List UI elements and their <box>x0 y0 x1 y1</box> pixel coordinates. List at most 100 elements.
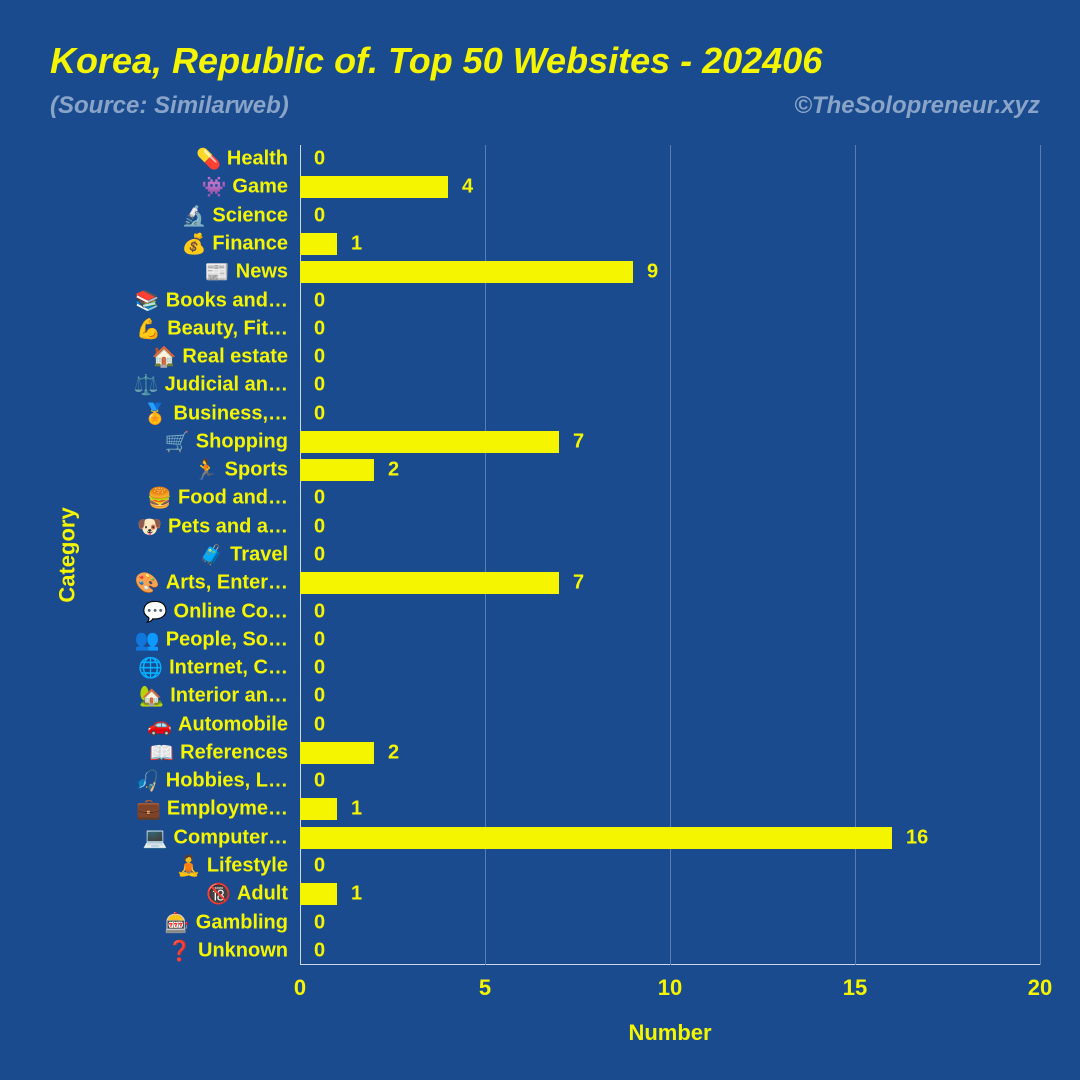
category-text: Sports <box>225 459 288 482</box>
category-row: 🌐Internet, C…0 <box>300 654 1040 682</box>
category-label: 🌐Internet, C… <box>138 656 288 681</box>
value-label: 0 <box>314 600 325 623</box>
category-label: 🔬Science <box>181 203 288 228</box>
subtitle-row: (Source: Similarweb) ©TheSolopreneur.xyz <box>50 92 1040 120</box>
bar <box>300 883 337 905</box>
category-label: 🏃 Sports <box>194 458 288 483</box>
category-icon: 💬 <box>143 599 168 624</box>
y-axis-title: Category <box>55 507 81 602</box>
value-label: 0 <box>314 855 325 878</box>
category-row: 💪Beauty, Fit…0 <box>300 315 1040 343</box>
category-row: 🧘Lifestyle0 <box>300 852 1040 880</box>
value-label: 0 <box>314 628 325 651</box>
category-label: 👥People, So… <box>135 627 288 652</box>
category-icon: 🍔 <box>147 486 172 511</box>
category-icon: 🎰 <box>165 910 190 935</box>
category-label: 🍔Food and… <box>147 486 288 511</box>
category-text: Computer… <box>174 826 288 849</box>
category-icon: 🚗 <box>147 712 172 737</box>
category-row: 📰News9 <box>300 258 1040 286</box>
category-text: Automobile <box>178 713 288 736</box>
value-label: 9 <box>647 261 658 284</box>
category-text: Travel <box>230 543 288 566</box>
category-text: Internet, C… <box>169 657 288 680</box>
category-label: 🏡 Interior an… <box>139 684 288 709</box>
category-row: 🚗Automobile0 <box>300 711 1040 739</box>
value-label: 1 <box>351 798 362 821</box>
category-icon: 🎨 <box>135 571 160 596</box>
category-text: Health <box>227 148 288 171</box>
category-label: 💻Computer… <box>143 825 288 850</box>
bar <box>300 431 559 453</box>
value-label: 0 <box>314 402 325 425</box>
value-label: 0 <box>314 657 325 680</box>
category-label: 🚗 Automobile <box>147 712 288 737</box>
category-icon: 💪 <box>136 316 161 341</box>
category-icon: 🏡 <box>139 684 164 709</box>
category-row: 🏡Interior an…0 <box>300 682 1040 710</box>
category-icon: 💊 <box>196 147 221 172</box>
category-icon: 🧳 <box>199 542 224 567</box>
category-text: Real estate <box>182 346 288 369</box>
category-icon: ⚖️ <box>134 373 159 398</box>
category-text: Pets and a… <box>168 515 288 538</box>
value-label: 1 <box>351 232 362 255</box>
category-icon: 📰 <box>205 260 230 285</box>
category-text: Interior an… <box>170 685 288 708</box>
category-text: Judicial an… <box>165 374 288 397</box>
value-label: 0 <box>314 374 325 397</box>
category-label: 👾Game <box>202 175 289 200</box>
category-icon: 👾 <box>202 175 227 200</box>
value-label: 0 <box>314 685 325 708</box>
category-label: 💰Finance <box>182 231 288 256</box>
x-tick-label: 20 <box>1028 975 1052 1001</box>
category-label: 🎰Gambling <box>165 910 288 935</box>
category-row: 🏠Real estate0 <box>300 343 1040 371</box>
value-label: 0 <box>314 770 325 793</box>
category-label: 💪 Beauty, Fit… <box>136 316 288 341</box>
category-row: ❓Unknown0 <box>300 937 1040 965</box>
category-row: 🏃Sports2 <box>300 456 1040 484</box>
category-row: 🛒Shopping7 <box>300 428 1040 456</box>
category-text: Lifestyle <box>207 855 288 878</box>
category-icon: 🏠 <box>151 345 176 370</box>
source-label: (Source: Similarweb) <box>50 92 289 120</box>
bar <box>300 742 374 764</box>
category-icon: 🏃 <box>194 458 219 483</box>
category-row: 🍔Food and…0 <box>300 484 1040 512</box>
category-text: Adult <box>237 883 288 906</box>
value-label: 16 <box>906 826 928 849</box>
category-label: 💊 Health <box>196 147 288 172</box>
bar <box>300 572 559 594</box>
category-label: 📖References <box>149 740 288 765</box>
chart-container: Korea, Republic of. Top 50 Websites - 20… <box>0 0 1080 1080</box>
category-label: 🏠 Real estate <box>151 345 288 370</box>
value-label: 0 <box>314 911 325 934</box>
value-label: 0 <box>314 289 325 312</box>
category-icon: 🔞 <box>206 882 231 907</box>
category-row: 🔞Adult1 <box>300 880 1040 908</box>
category-label: ❓ Unknown <box>167 938 288 963</box>
x-axis-title: Number <box>628 1020 711 1046</box>
category-text: Beauty, Fit… <box>167 317 288 340</box>
value-label: 4 <box>462 176 473 199</box>
category-label: 📰 News <box>205 260 288 285</box>
category-row: ⚖️Judicial an…0 <box>300 371 1040 399</box>
category-text: Online Co… <box>174 600 288 623</box>
category-icon: 🎣 <box>135 769 160 794</box>
category-text: Unknown <box>198 939 288 962</box>
value-label: 0 <box>314 939 325 962</box>
category-label: 📚Books and… <box>135 288 288 313</box>
category-label: 🛒Shopping <box>165 429 288 454</box>
value-label: 0 <box>314 204 325 227</box>
category-label: 🧘Lifestyle <box>176 854 288 879</box>
category-row: 🐶Pets and a…0 <box>300 513 1040 541</box>
category-row: 👾Game4 <box>300 173 1040 201</box>
value-label: 0 <box>314 713 325 736</box>
category-icon: ❓ <box>167 938 192 963</box>
x-tick-label: 5 <box>479 975 491 1001</box>
value-label: 0 <box>314 346 325 369</box>
value-label: 7 <box>573 430 584 453</box>
value-label: 2 <box>388 741 399 764</box>
category-text: News <box>236 261 288 284</box>
